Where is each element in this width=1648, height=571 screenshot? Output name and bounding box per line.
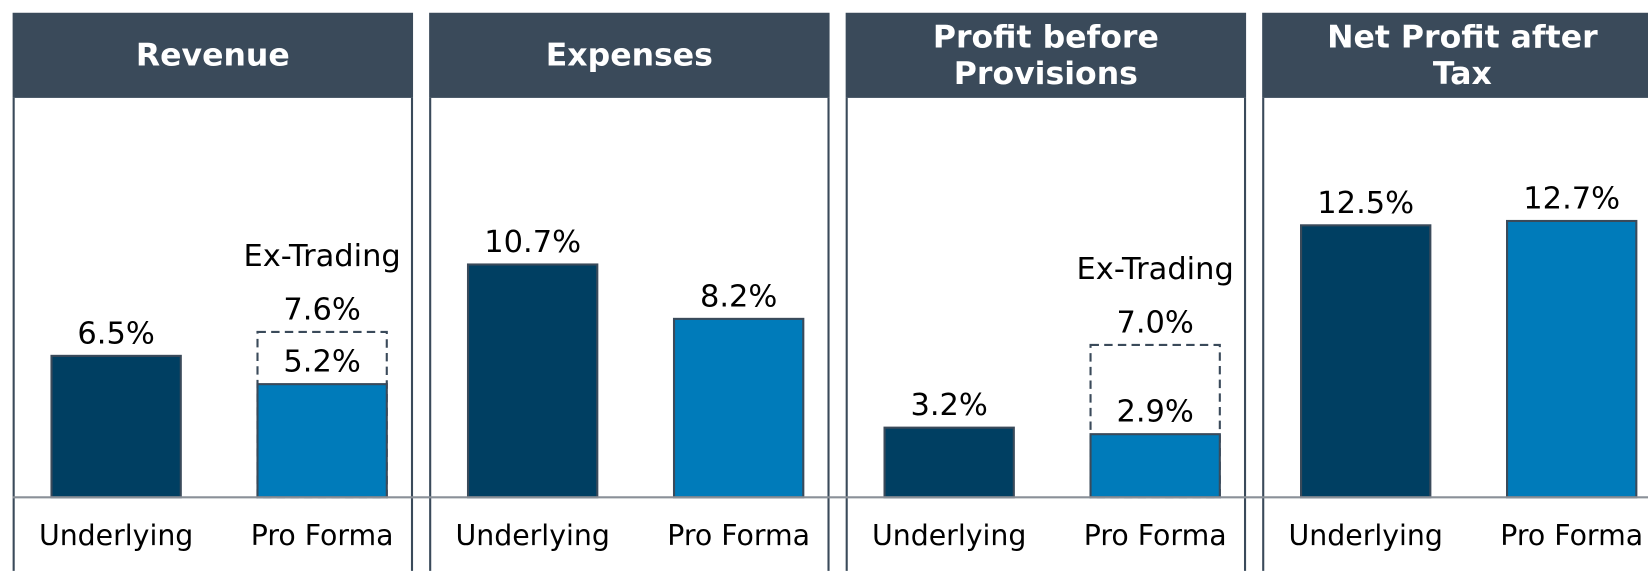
bar [1089,433,1221,499]
bar [50,354,182,499]
panel-title: Profit before Provisions [932,18,1159,93]
panel-title: Expenses [545,36,713,74]
category-label: Pro Forma [667,519,810,552]
category-label: Underlying [872,519,1026,552]
bar [672,317,805,499]
value-label: 3.2% [910,388,987,423]
value-label: 10.7% [484,225,581,260]
panel-title: Net Profit after Tax [1327,18,1598,93]
category-label: Pro Forma [1084,519,1227,552]
bar [466,263,599,499]
bar [256,383,388,499]
category-label: Underlying [39,519,193,552]
ex-trading-value-label: 7.0% [1116,305,1193,340]
panel-title-box: Profit before Provisions [932,18,1159,93]
category-label: Pro Forma [251,519,394,552]
category-label: Pro Forma [1500,519,1643,552]
bar [1506,219,1638,499]
panel-title-box: Revenue [135,36,290,74]
panel-header [845,12,1247,98]
panel-header [12,12,414,98]
value-label: 12.7% [1523,181,1620,216]
panel-title-box: Expenses [545,36,713,74]
panel-title: Revenue [135,36,290,74]
value-label: 8.2% [700,279,777,314]
value-label: 6.5% [77,316,154,351]
ex-trading-value-label: 7.6% [283,292,360,327]
category-label: Underlying [455,519,609,552]
value-label: 2.9% [1116,395,1193,430]
panel-header [429,12,830,98]
bar [883,426,1015,499]
value-label: 5.2% [283,345,360,380]
category-label: Underlying [1289,519,1443,552]
value-label: 12.5% [1317,186,1414,221]
ex-trading-label: Ex-Trading [1077,252,1234,287]
panel-title-box: Net Profit after Tax [1327,18,1598,93]
ex-trading-label: Ex-Trading [243,239,400,274]
bar [1300,224,1432,499]
panel-header [1262,12,1648,98]
